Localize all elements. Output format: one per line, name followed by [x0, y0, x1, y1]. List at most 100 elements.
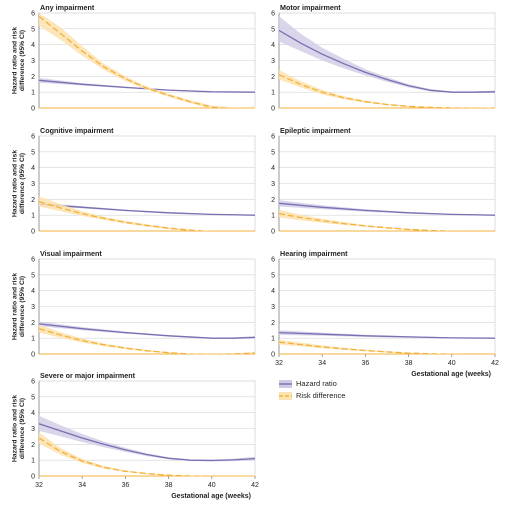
- panel-title: Motor impairment: [280, 3, 341, 12]
- plot-area: [279, 200, 495, 231]
- series-line-hazard-ratio: [39, 203, 255, 216]
- ci-band-risk-difference: [279, 209, 495, 231]
- y-axis-label-line1: Hazard ratio and risk: [11, 395, 18, 462]
- y-axis-label-line2: difference (95% CI): [19, 153, 26, 214]
- plot-area: [279, 16, 495, 108]
- series-line-hazard-ratio: [279, 202, 495, 216]
- x-tick-label: 42: [251, 482, 259, 489]
- series-line-hazard-ratio: [39, 323, 255, 339]
- y-tick-label: 5: [271, 26, 275, 33]
- y-tick-label: 6: [31, 11, 35, 18]
- legend-item-hazard-ratio: Hazard ratio: [279, 378, 459, 390]
- panel-epileptic-impairment: 0 1 2 3 4 5 6 Epileptic impairment: [271, 126, 496, 236]
- y-tick-label: 6: [271, 11, 275, 18]
- x-axis-label: Gestational age (weeks): [171, 493, 251, 500]
- y-tick-label: 2: [31, 442, 35, 449]
- legend-item-risk-difference: Risk difference: [279, 390, 459, 402]
- y-tick-label: 1: [271, 336, 275, 343]
- x-tick-label: 38: [165, 482, 173, 489]
- panel-title: Severe or major impairment: [40, 371, 136, 380]
- y-tick-label: 0: [271, 229, 275, 236]
- plot-area: [39, 13, 255, 108]
- legend-label-hazard-ratio: Hazard ratio: [296, 379, 337, 388]
- x-tick-label: 40: [208, 482, 216, 489]
- y-axis-label-line2: difference (95% CI): [19, 276, 26, 337]
- panel-title: Visual impairment: [40, 249, 102, 258]
- x-axis-label: Gestational age (weeks): [411, 371, 491, 378]
- panel-visual-impairment: 0 1 2 3 4 5 6 Visual impairment Hazard ratio and…: [11, 249, 256, 359]
- y-tick-label: 2: [271, 320, 275, 327]
- y-tick-label: 4: [31, 42, 35, 49]
- series-line-risk-difference: [39, 328, 255, 354]
- y-tick-label: 2: [31, 74, 35, 81]
- y-tick-label: 2: [271, 74, 275, 81]
- legend-label-risk-difference: Risk difference: [296, 391, 346, 400]
- plot-area: [39, 196, 255, 231]
- panel-title: Epileptic impairment: [280, 126, 351, 135]
- y-tick-label: 0: [31, 229, 35, 236]
- panel-any-impairment: 0 1 2 3 4 5 6 Any impairment Hazard ratio and ri…: [11, 3, 256, 113]
- series-line-risk-difference: [39, 15, 232, 108]
- y-tick-label: 4: [31, 288, 35, 295]
- series-line-risk-difference: [279, 341, 479, 354]
- y-tick-label: 0: [271, 352, 275, 359]
- panel-title: Hearing impairment: [280, 249, 348, 258]
- y-tick-label: 3: [271, 181, 275, 188]
- y-tick-label: 3: [31, 304, 35, 311]
- y-tick-label: 3: [31, 58, 35, 65]
- y-tick-label: 0: [271, 106, 275, 113]
- ci-band-hazard-ratio: [39, 77, 255, 93]
- y-tick-label: 3: [31, 426, 35, 433]
- x-tick-label: 32: [35, 482, 43, 489]
- y-tick-label: 5: [31, 394, 35, 401]
- y-tick-label: 1: [31, 213, 35, 220]
- y-axis-label-line2: difference (95% CI): [19, 398, 26, 459]
- legend-swatch-risk-difference: [279, 392, 292, 400]
- y-tick-label: 3: [31, 181, 35, 188]
- y-tick-label: 6: [31, 257, 35, 264]
- y-axis-label-line2: difference (95% CI): [19, 30, 26, 91]
- panel-cognitive-impairment: 0 1 2 3 4 5 6 Cognitive impairment Hazard ratio …: [11, 126, 256, 236]
- y-tick-label: 1: [271, 90, 275, 97]
- x-tick-label: 38: [405, 360, 413, 367]
- y-tick-label: 5: [31, 272, 35, 279]
- x-tick-label: 34: [78, 482, 86, 489]
- ci-band-risk-difference: [39, 13, 255, 108]
- y-tick-label: 1: [31, 90, 35, 97]
- series-line-risk-difference: [279, 212, 467, 231]
- y-axis-label: Hazard ratio and riskdifference (95% CI): [11, 395, 26, 462]
- y-tick-label: 0: [31, 352, 35, 359]
- x-tick-label: 32: [275, 360, 283, 367]
- y-axis-label-line1: Hazard ratio and risk: [11, 150, 18, 217]
- y-axis-label: Hazard ratio and riskdifference (95% CI): [11, 273, 26, 340]
- series-line-hazard-ratio: [39, 423, 255, 462]
- y-tick-label: 1: [31, 336, 35, 343]
- y-tick-label: 1: [31, 458, 35, 465]
- panel-title: Cognitive impairment: [40, 126, 114, 135]
- x-tick-label: 36: [122, 482, 130, 489]
- panel-motor-impairment: 0 1 2 3 4 5 6 Motor impairment: [271, 3, 496, 113]
- y-axis-label: Hazard ratio and riskdifference (95% CI): [11, 150, 26, 217]
- y-tick-label: 6: [271, 257, 275, 264]
- y-tick-label: 1: [271, 213, 275, 220]
- y-tick-label: 4: [31, 410, 35, 417]
- y-tick-label: 2: [31, 320, 35, 327]
- y-tick-label: 5: [31, 26, 35, 33]
- x-tick-label: 42: [491, 360, 499, 367]
- y-tick-label: 0: [31, 106, 35, 113]
- x-tick-label: 34: [318, 360, 326, 367]
- y-tick-label: 5: [31, 149, 35, 156]
- ci-band-risk-difference: [39, 196, 255, 231]
- y-tick-label: 6: [271, 134, 275, 141]
- y-tick-label: 6: [31, 134, 35, 141]
- legend-swatch-hazard-ratio: [279, 380, 292, 388]
- ci-band-hazard-ratio: [39, 321, 255, 339]
- plot-area: [39, 321, 255, 354]
- y-tick-label: 4: [271, 165, 275, 172]
- y-tick-label: 3: [271, 58, 275, 65]
- plot-area: [279, 330, 495, 354]
- plot-area: [39, 415, 255, 476]
- y-tick-label: 5: [271, 149, 275, 156]
- panel-title: Any impairment: [40, 3, 95, 12]
